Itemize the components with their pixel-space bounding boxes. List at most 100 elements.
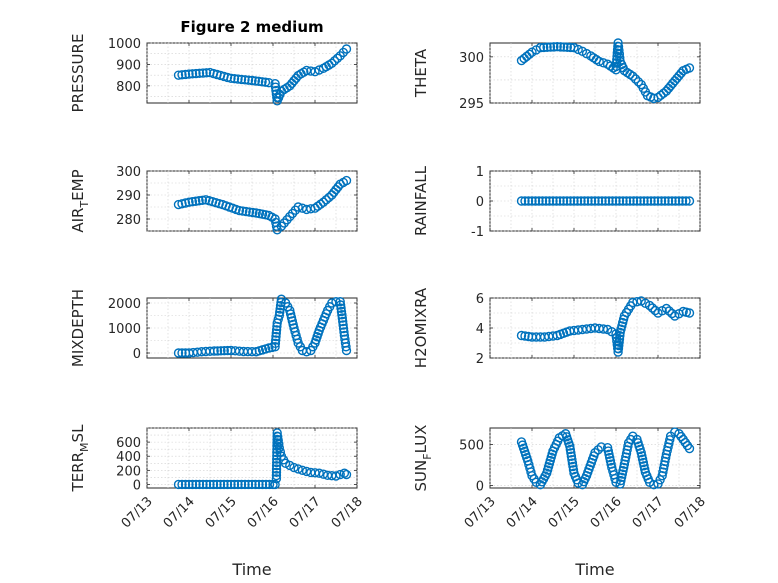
data-point	[285, 305, 295, 316]
data-point	[250, 76, 261, 86]
data-point	[194, 479, 205, 490]
data-point	[184, 197, 194, 207]
y-axis-label-h2omixra: H2OMIXRA	[412, 287, 430, 368]
data-point	[613, 347, 623, 357]
data-point	[590, 447, 600, 458]
data-point	[527, 196, 537, 206]
data-point	[520, 196, 530, 206]
data-point	[615, 331, 625, 341]
data-point	[593, 196, 604, 206]
data-point	[635, 196, 646, 206]
data-point	[614, 340, 624, 351]
data-point	[681, 196, 691, 206]
x-tick-label: 07/14	[504, 494, 541, 531]
y-tick-label: 295	[459, 97, 484, 112]
data-point	[177, 348, 187, 358]
x-tick-label: 07/18	[329, 494, 366, 531]
data-point	[569, 196, 579, 206]
data-point	[674, 196, 684, 206]
data-point	[293, 464, 303, 474]
data-point	[324, 192, 334, 203]
x-tick-label: 07/16	[588, 494, 625, 531]
data-point	[233, 479, 243, 490]
data-point	[549, 42, 559, 52]
data-point	[194, 68, 205, 79]
x-tick-label: 07/15	[203, 494, 240, 531]
data-point	[318, 197, 329, 207]
data-point	[565, 444, 576, 455]
data-point	[341, 345, 352, 356]
subplot-sun_flux: 0 500 07/13 07/14 07/15 07/16 07/17 07/18 SUNFLU…	[412, 425, 709, 532]
data-point	[222, 479, 233, 490]
data-point	[187, 479, 198, 490]
data-point	[633, 77, 644, 87]
x-tick-label: 07/14	[161, 494, 198, 531]
data-point	[562, 42, 572, 52]
y-axis-label-suffix: LUX	[412, 425, 430, 454]
data-point	[586, 196, 597, 206]
data-point	[555, 196, 565, 206]
data-point	[270, 79, 280, 89]
data-point	[559, 42, 569, 52]
data-point	[271, 325, 282, 335]
y-axis-label-main: H2OMIXRA	[412, 287, 430, 368]
data-point	[647, 303, 658, 313]
data-point	[555, 42, 566, 52]
y-axis-label-main: THETA	[412, 48, 430, 98]
data-point	[335, 297, 345, 307]
data-point	[572, 196, 583, 206]
data-point	[177, 479, 187, 490]
y-axis-label-air_temp: AIRTEMP	[69, 169, 91, 232]
y-axis-label-main: MIXDEPTH	[69, 289, 87, 367]
data-point	[212, 346, 223, 356]
data-point	[576, 196, 586, 206]
data-point	[656, 196, 667, 206]
data-point	[551, 196, 562, 206]
data-point	[548, 196, 558, 206]
data-point	[593, 445, 603, 455]
data-point	[226, 73, 236, 84]
data-point	[236, 74, 247, 85]
data-point	[173, 70, 184, 80]
y-tick-label: 900	[116, 58, 141, 73]
y-axis-label-theta: THETA	[412, 48, 430, 98]
data-point	[542, 42, 552, 52]
data-point	[341, 342, 351, 352]
data-point	[335, 469, 345, 480]
data-point	[630, 74, 641, 84]
data-point	[665, 435, 675, 445]
data-point	[573, 44, 583, 55]
data-point	[537, 196, 548, 206]
data-point	[341, 44, 352, 54]
data-point	[257, 77, 267, 87]
subplot-mixdepth: 0 1000 2000 MIXDEPTH	[69, 289, 358, 367]
data-point	[264, 77, 274, 88]
data-point	[516, 196, 527, 206]
data-point	[541, 196, 551, 206]
data-point	[614, 334, 625, 344]
data-point	[301, 347, 312, 357]
data-point	[261, 479, 271, 490]
y-axis-label-mixdepth: MIXDEPTH	[69, 289, 87, 367]
data-point	[565, 196, 576, 206]
y-axis-label-main: AIR	[69, 208, 87, 233]
data-point	[568, 465, 579, 475]
data-point	[335, 300, 346, 310]
data-point	[677, 196, 688, 206]
data-point	[338, 320, 348, 330]
data-point	[260, 77, 271, 87]
data-point	[596, 442, 606, 452]
data-point	[653, 196, 663, 206]
data-point	[184, 69, 194, 79]
x-tick-label: 07/13	[119, 494, 156, 531]
data-point	[621, 196, 632, 206]
y-axis-label-pressure: PRESSURE	[69, 34, 87, 113]
data-point	[173, 199, 184, 210]
data-point	[216, 346, 226, 356]
y-tick-label: 0	[476, 480, 484, 495]
data-point	[568, 461, 578, 472]
data-point	[297, 465, 308, 476]
data-point	[684, 196, 695, 206]
data-point	[243, 479, 254, 490]
